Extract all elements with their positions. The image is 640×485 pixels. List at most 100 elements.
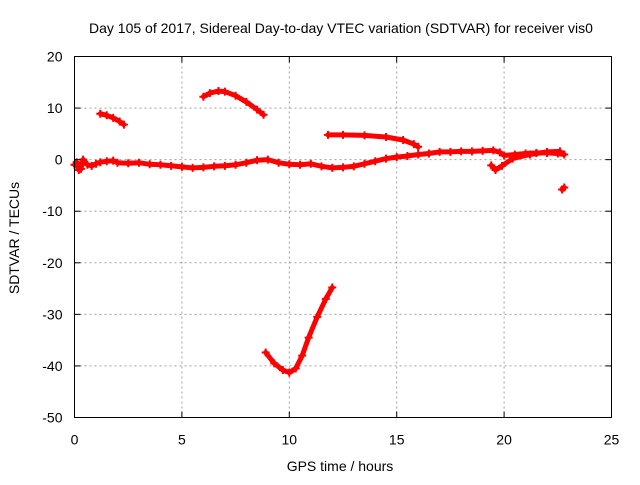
data-point (317, 162, 326, 171)
data-point (560, 150, 569, 159)
data-point (306, 159, 315, 168)
data-point (220, 87, 229, 96)
data-point (285, 160, 294, 169)
data-point (339, 130, 347, 139)
chart-title: Day 105 of 2017, Sidereal Day-to-day VTE… (89, 20, 593, 36)
data-point (560, 183, 569, 192)
data-point (497, 161, 506, 170)
data-point (323, 130, 332, 139)
data-point (167, 161, 176, 170)
y-tick-label: -50 (42, 410, 62, 426)
data-point (285, 368, 294, 377)
data-point (109, 113, 118, 122)
data-point (435, 147, 444, 156)
series-point (558, 183, 569, 194)
data-point (467, 147, 476, 156)
data-point (399, 136, 408, 145)
data-point (259, 110, 268, 119)
data-point (328, 283, 337, 292)
data-point (304, 333, 313, 342)
data-point (360, 159, 369, 168)
series-arc-3 (323, 130, 423, 151)
data-point (414, 142, 423, 151)
y-tick-label: -20 (42, 255, 62, 271)
data-point (298, 351, 307, 360)
data-series (70, 87, 569, 377)
x-tick-label: 5 (178, 432, 186, 448)
data-point (296, 160, 305, 169)
data-point (210, 162, 219, 171)
data-point (321, 294, 330, 303)
y-tick-label: 0 (55, 152, 63, 168)
data-point (339, 163, 347, 172)
y-tick-label: -30 (42, 306, 62, 322)
data-point (457, 147, 466, 156)
tick-labels: 0 5 10 15 20 25 20 10 0 -10 -20 -30 -40 -50 (42, 49, 619, 448)
data-point (96, 109, 105, 118)
data-point (381, 154, 390, 163)
data-point (115, 117, 124, 126)
data-point (414, 150, 423, 159)
data-point (188, 163, 197, 172)
data-point (231, 160, 240, 169)
data-point (124, 159, 133, 168)
data-point (371, 157, 380, 166)
data-point (491, 165, 500, 174)
data-point (199, 163, 208, 172)
series-arc-4 (487, 147, 564, 174)
data-point (205, 89, 214, 98)
x-tick-label: 20 (496, 432, 512, 448)
data-point (96, 158, 105, 167)
x-tick-label: 15 (389, 432, 405, 448)
y-axis-label: SDTVAR / TECUs (6, 182, 22, 294)
data-point (487, 161, 496, 170)
data-point (156, 160, 165, 169)
x-tick-label: 25 (604, 432, 620, 448)
data-point (261, 348, 270, 357)
data-point (220, 161, 229, 170)
plot-frame (74, 56, 612, 418)
x-axis-label: GPS time / hours (287, 458, 394, 474)
data-point (87, 161, 96, 170)
data-point (253, 156, 262, 165)
data-point (242, 158, 251, 167)
data-point (76, 164, 85, 173)
y-tick-label: -40 (42, 358, 62, 374)
data-point (495, 148, 504, 157)
data-point (231, 91, 240, 100)
data-point (119, 120, 128, 129)
x-tick-label: 0 (71, 432, 79, 448)
data-point (134, 158, 143, 167)
data-point (525, 150, 534, 159)
y-tick-label: 10 (47, 100, 63, 116)
series-main-band (70, 146, 569, 174)
series-arc-1 (96, 109, 128, 129)
series-line (200, 88, 266, 118)
data-point (291, 364, 300, 373)
data-point (242, 97, 251, 106)
data-point (177, 162, 186, 171)
data-point (270, 359, 279, 368)
data-point (278, 366, 287, 375)
data-point (392, 153, 401, 162)
data-point (145, 160, 154, 169)
y-tick-label: 20 (47, 49, 63, 65)
series-arc-2 (199, 87, 268, 119)
data-point (409, 140, 418, 149)
data-point (508, 154, 517, 163)
data-point (403, 152, 412, 161)
data-point (83, 160, 92, 169)
data-point (500, 151, 509, 160)
data-point (109, 156, 118, 165)
data-point (313, 312, 322, 321)
data-point (446, 147, 455, 156)
data-point (349, 162, 358, 171)
series-arc-5 (261, 283, 337, 377)
data-point (113, 158, 122, 167)
data-point (381, 132, 390, 141)
data-point (328, 163, 337, 172)
data-point (199, 92, 208, 101)
x-tick-label: 10 (282, 432, 298, 448)
